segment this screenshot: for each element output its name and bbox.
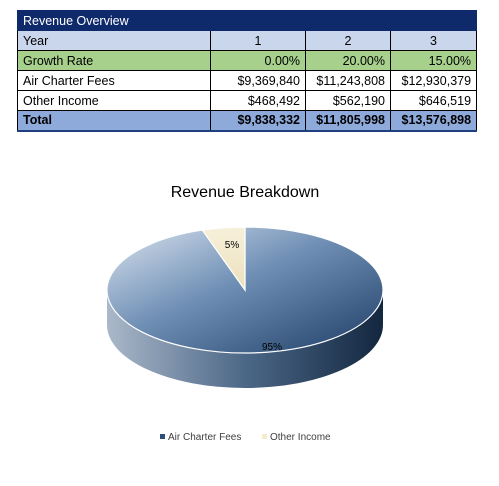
cell-value: $562,190 [305, 90, 391, 111]
table-row-other-income: Other Income $468,492 $562,190 $646,519 [17, 90, 478, 111]
legend-swatch [262, 434, 267, 439]
cell-value: 0.00% [210, 50, 306, 71]
cell-value: $11,243,808 [305, 70, 391, 91]
table-title: Revenue Overview [16, 10, 478, 31]
table-row-air-charter-fees: Air Charter Fees $9,369,840 $11,243,808 … [17, 70, 478, 91]
header-year: Year [17, 30, 211, 51]
chart-title: Revenue Breakdown [171, 184, 320, 201]
revenue-overview-table: Revenue Overview Year 1 2 3 Growth Rate … [16, 10, 478, 132]
cell-value: $646,519 [389, 90, 478, 111]
header-year-3: 3 [389, 30, 478, 51]
cell-value: $12,930,379 [389, 70, 478, 91]
cell-value: $468,492 [210, 90, 306, 111]
header-year-1: 1 [210, 30, 306, 51]
legend: Air Charter Fees Other Income [160, 432, 331, 443]
data-label: 95% [262, 342, 282, 353]
revenue-breakdown-pie-chart: Revenue Breakdown 95% 5% Air Charter Fees… [106, 184, 384, 443]
row-label: Total [17, 110, 211, 132]
cell-value: $11,805,998 [305, 110, 391, 132]
row-label: Growth Rate [17, 50, 211, 71]
cell-value: $9,369,840 [210, 70, 306, 91]
legend-label: Air Charter Fees [168, 432, 241, 443]
pie-slice-other-income [201, 226, 246, 292]
table-row-growth-rate: Growth Rate 0.00% 20.00% 15.00% [17, 50, 478, 71]
table-title-row: Revenue Overview [16, 10, 478, 31]
data-label: 5% [225, 240, 240, 251]
pie-side-wall [107, 290, 383, 388]
cell-value: 15.00% [389, 50, 478, 71]
cell-value: $9,838,332 [210, 110, 306, 132]
row-label: Other Income [17, 90, 211, 111]
header-year-2: 2 [305, 30, 391, 51]
legend-label: Other Income [270, 432, 331, 443]
cell-value: $13,576,898 [389, 110, 478, 132]
table-row-total: Total $9,838,332 $11,805,998 $13,576,898 [17, 110, 478, 132]
cell-value: 20.00% [305, 50, 391, 71]
pie-group: 95% 5% [106, 226, 384, 388]
legend-swatch [160, 434, 165, 439]
row-label: Air Charter Fees [17, 70, 211, 91]
table-header-row: Year 1 2 3 [17, 30, 478, 51]
